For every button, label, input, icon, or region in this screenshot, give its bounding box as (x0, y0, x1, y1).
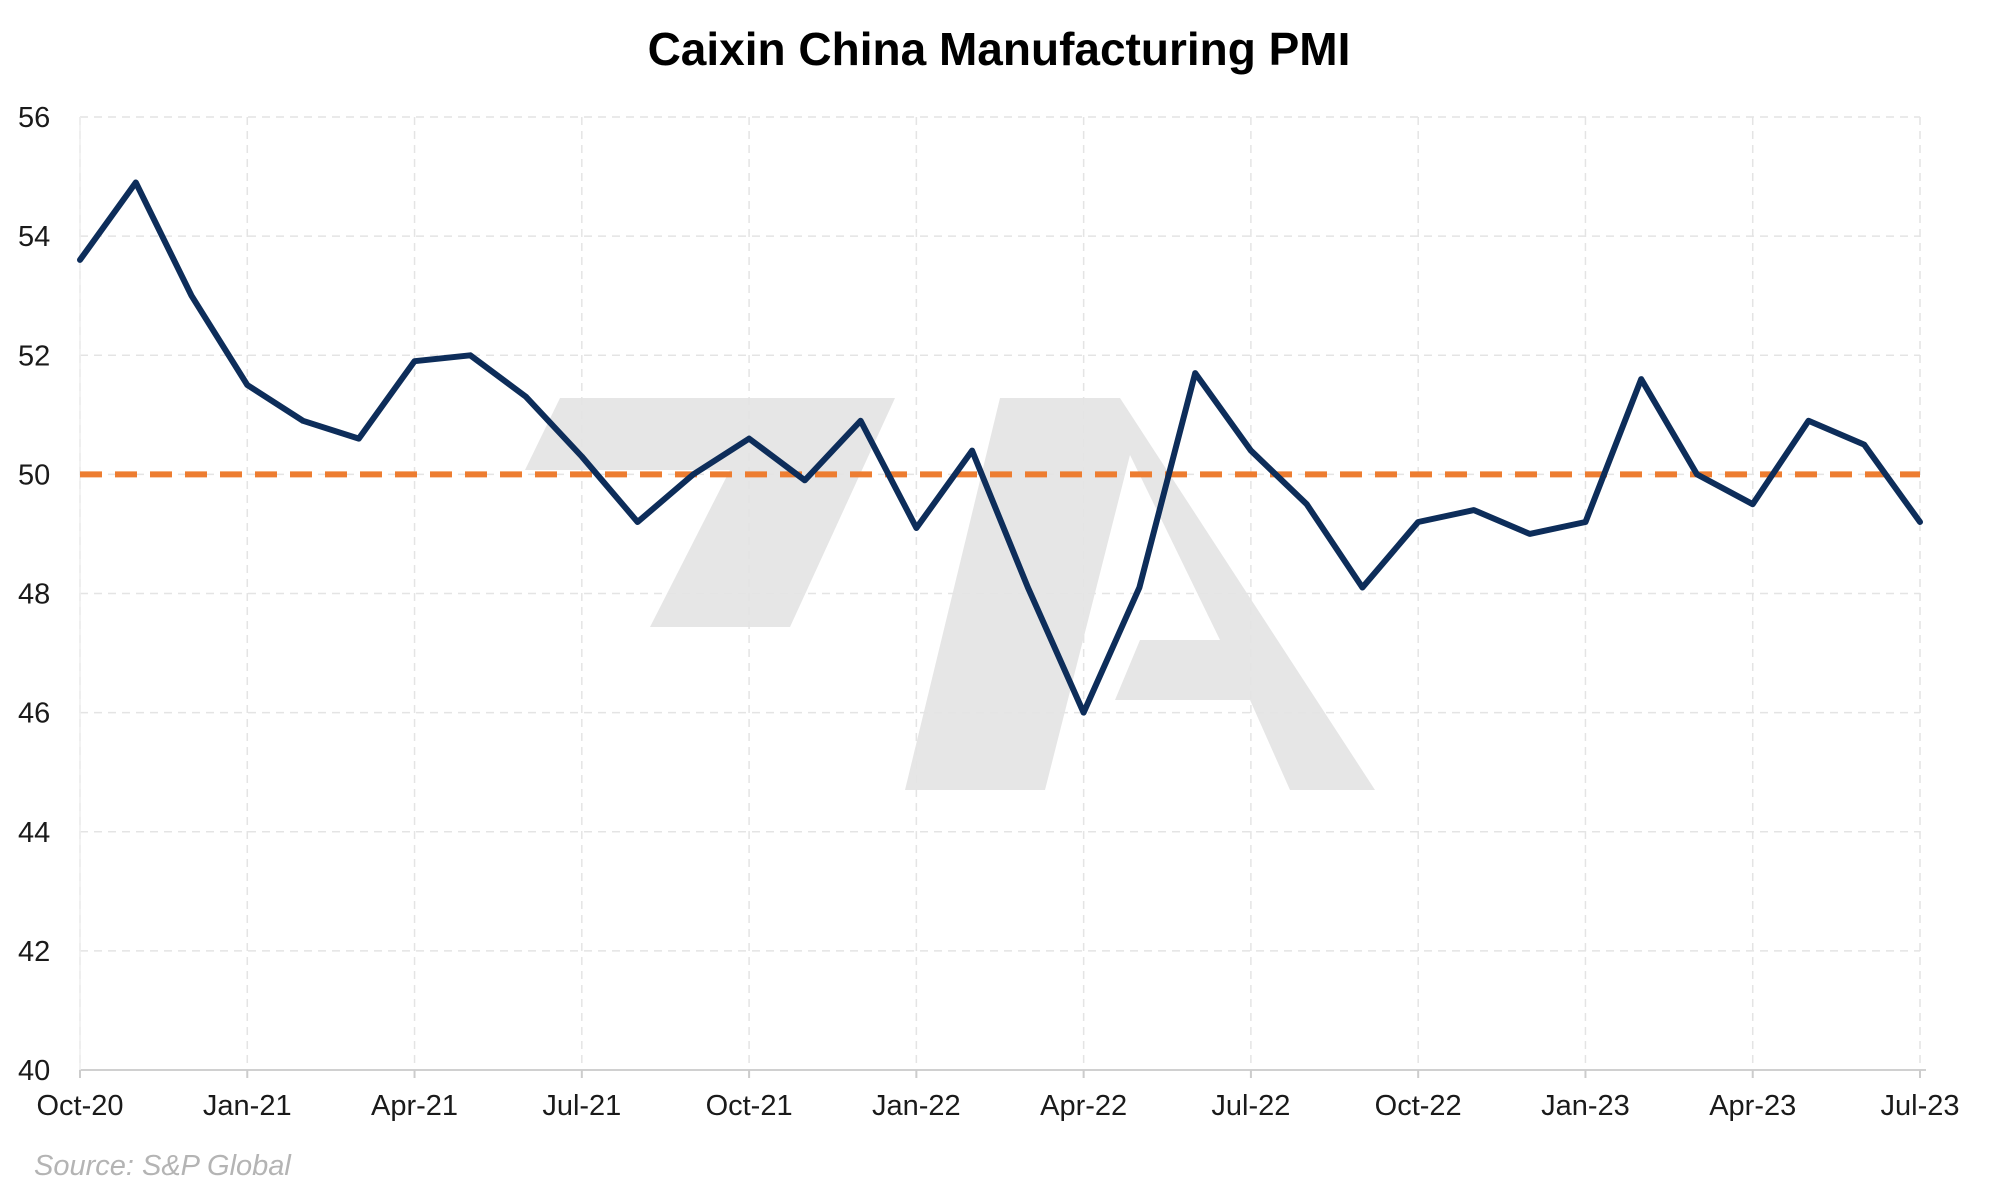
x-tick-label: Oct-21 (706, 1090, 793, 1122)
watermark-logo (525, 398, 1375, 790)
series-pmi (77, 179, 1923, 716)
y-tick-label: 42 (18, 936, 50, 968)
x-tick-label: Oct-22 (1375, 1090, 1462, 1122)
x-tick-label: Apr-22 (1040, 1090, 1127, 1122)
y-tick-label: 54 (18, 221, 50, 253)
x-tick-label: Jan-23 (1541, 1090, 1630, 1122)
x-tick-label: Apr-23 (1709, 1090, 1796, 1122)
x-tick-label: Jul-23 (1881, 1090, 1960, 1122)
x-tick-label: Oct-20 (36, 1090, 123, 1122)
x-tick-label: Apr-21 (371, 1090, 458, 1122)
axes (79, 117, 1926, 1078)
chart-title: Caixin China Manufacturing PMI (647, 23, 1351, 75)
y-axis-ticks: 40 42 44 46 48 50 52 54 56 (18, 102, 50, 1087)
y-tick-label: 48 (18, 579, 50, 611)
x-tick-label: Jan-22 (872, 1090, 961, 1122)
y-tick-label: 40 (18, 1055, 50, 1087)
y-tick-label: 56 (18, 102, 50, 134)
x-axis-ticks: Oct-20 Jan-21 Apr-21 Jul-21 Oct-21 Jan-22 Apr-… (36, 1090, 1959, 1122)
series-line (77, 179, 1923, 716)
x-tick-label: Jul-21 (542, 1090, 621, 1122)
source-note: Source: S&P Global (34, 1150, 291, 1182)
x-tick-label: Jul-22 (1211, 1090, 1290, 1122)
y-tick-label: 50 (18, 459, 50, 491)
y-tick-label: 52 (18, 340, 50, 372)
x-tick-label: Jan-21 (203, 1090, 292, 1122)
y-tick-label: 44 (18, 817, 50, 849)
y-tick-label: 46 (18, 698, 50, 730)
